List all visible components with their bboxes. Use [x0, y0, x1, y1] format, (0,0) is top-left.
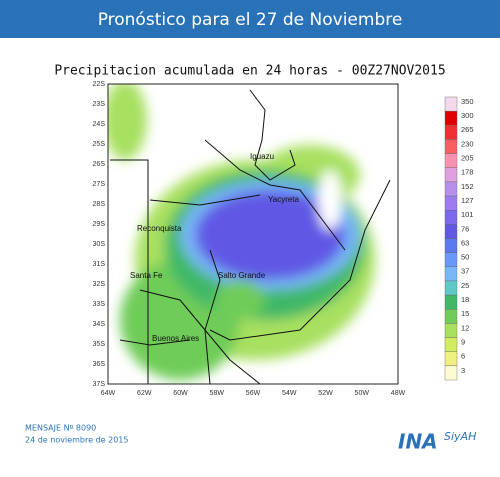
- colorbar-swatch: [444, 181, 458, 197]
- colorbar-label: 6: [461, 352, 465, 361]
- colorbar-label: 101: [461, 210, 474, 219]
- footer-date: 24 de noviembre de 2015: [25, 436, 128, 445]
- colorbar-label: 3: [461, 366, 465, 375]
- lon-label: 48W: [391, 390, 406, 397]
- map-frame: [107, 83, 399, 385]
- lat-label: 30S: [93, 241, 106, 248]
- colorbar-swatch: [444, 110, 458, 126]
- colorbar-swatch: [444, 280, 458, 296]
- lat-label: 37S: [93, 381, 106, 388]
- lon-label: 52W: [318, 390, 333, 397]
- lon-label: 64W: [101, 390, 116, 397]
- lat-label: 36S: [93, 361, 106, 368]
- lat-label: 35S: [93, 341, 106, 348]
- place-label: Santa Fe: [130, 271, 163, 280]
- colorbar-swatch: [444, 167, 458, 183]
- colorbar-label: 18: [461, 295, 469, 304]
- colorbar-swatch: [444, 238, 458, 253]
- colorbar-swatch: [444, 365, 458, 381]
- colorbar-label: 25: [461, 281, 469, 290]
- colorbar-swatch: [444, 96, 458, 112]
- place-label: Yacyreta: [268, 195, 300, 204]
- colorbar-swatch: [444, 266, 458, 282]
- colorbar-label: 178: [461, 168, 474, 177]
- place-label: Reconquista: [137, 224, 182, 233]
- place-label: Buenos Aires: [152, 334, 199, 343]
- colorbar-label: 265: [461, 125, 474, 134]
- colorbar-label: 350: [461, 97, 474, 106]
- colorbar-swatch: [444, 252, 458, 267]
- colorbar-label: 50: [461, 253, 469, 262]
- lat-label: 29S: [93, 221, 106, 228]
- lon-label: 56W: [246, 390, 261, 397]
- colorbar-label: 12: [461, 323, 469, 332]
- colorbar-label: 9: [461, 337, 465, 346]
- lat-label: 23S: [93, 101, 106, 108]
- lat-label: 24S: [93, 121, 106, 128]
- lat-label: 33S: [93, 301, 106, 308]
- logo-sub: SiyAH: [444, 430, 476, 443]
- colorbar-swatch: [444, 209, 458, 225]
- lat-label: 28S: [93, 201, 106, 208]
- colorbar-swatch: [444, 139, 458, 154]
- colorbar-label: 127: [461, 196, 474, 205]
- colorbar-swatch: [444, 351, 458, 367]
- lat-label: 22S: [93, 81, 106, 88]
- colorbar-label: 300: [461, 111, 474, 120]
- colorbar-label: 63: [461, 238, 469, 247]
- footer-message: MENSAJE Nº 8090: [25, 424, 96, 433]
- colorbar-swatch: [444, 337, 458, 352]
- lat-label: 25S: [93, 141, 106, 148]
- colorbar-swatch: [444, 309, 458, 324]
- header-bar: [0, 0, 500, 38]
- colorbar-swatch: [444, 195, 458, 211]
- colorbar-swatch: [444, 153, 458, 168]
- logo-name: INA: [398, 430, 438, 454]
- colorbar-label: 37: [461, 267, 469, 276]
- colorbar-label: 152: [461, 182, 474, 191]
- precip-field: [108, 84, 398, 384]
- lon-label: 50W: [355, 390, 370, 397]
- lat-label: 31S: [93, 261, 106, 268]
- colorbar-swatch: [444, 224, 458, 239]
- colorbar-label: 230: [461, 139, 474, 148]
- colorbar-swatch: [444, 294, 458, 310]
- header-title: Pronóstico para el 27 de Noviembre: [98, 10, 403, 30]
- lon-label: 58W: [210, 390, 225, 397]
- lat-label: 27S: [93, 181, 106, 188]
- lon-label: 62W: [137, 390, 152, 397]
- colorbar-swatch: [444, 323, 458, 338]
- lat-label: 34S: [93, 321, 106, 328]
- map-title: Precipitacion acumulada en 24 horas - 00…: [54, 64, 445, 79]
- colorbar-swatch: [444, 125, 458, 140]
- place-label: Salto Grande: [218, 271, 266, 280]
- colorbar-label: 205: [461, 154, 474, 163]
- lat-label: 32S: [93, 281, 106, 288]
- lon-label: 60W: [173, 390, 188, 397]
- colorbar-label: 15: [461, 309, 469, 318]
- colorbar-label: 76: [461, 224, 469, 233]
- lat-label: 26S: [93, 161, 106, 168]
- place-label: Iguazu: [250, 152, 274, 161]
- lon-label: 54W: [282, 390, 297, 397]
